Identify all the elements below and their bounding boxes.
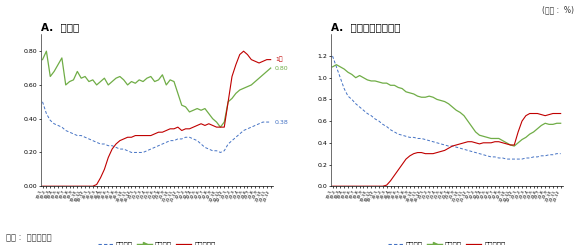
Text: (단위 :  %): (단위 : %)	[542, 5, 574, 14]
Text: 0.38: 0.38	[275, 120, 289, 124]
Legend: 시중은행, 지방은행, 인터넷은행: 시중은행, 지방은행, 인터넷은행	[95, 238, 218, 245]
Text: A.  고정이하여신비율: A. 고정이하여신비율	[331, 22, 400, 32]
Text: A.  연체율: A. 연체율	[41, 22, 79, 32]
Text: 0.80: 0.80	[275, 66, 288, 71]
Text: 지료 :  금융감독원: 지료 : 금융감독원	[6, 233, 52, 243]
Text: 1기: 1기	[275, 57, 282, 62]
Legend: 시중은행, 지방은행, 인터넷은행: 시중은행, 지방은행, 인터넷은행	[385, 238, 508, 245]
